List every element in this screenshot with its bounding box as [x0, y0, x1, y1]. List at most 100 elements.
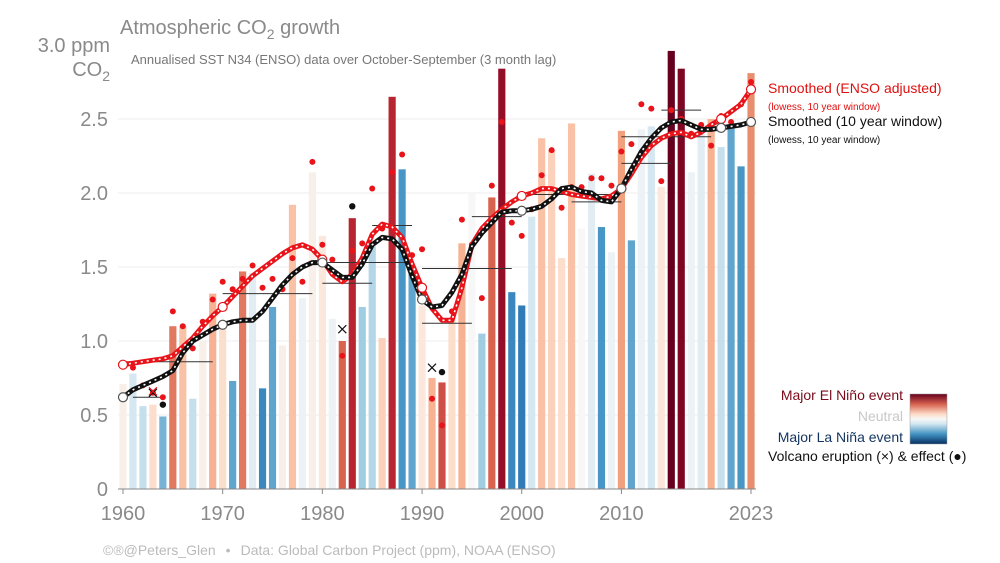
bar — [617, 130, 626, 489]
bar — [209, 293, 217, 489]
enso-adjusted-point — [389, 169, 396, 176]
bar — [408, 272, 416, 489]
bar — [458, 243, 466, 489]
bar — [248, 272, 257, 489]
enso-adjusted-point — [289, 255, 296, 262]
enso-adjusted-point — [488, 182, 495, 189]
legend: Smoothed (ENSO adjusted) (lowess, 10 yea… — [768, 80, 942, 146]
bar — [119, 383, 127, 489]
enso-adjusted-point — [658, 178, 665, 185]
footer-author: ©®@Peters_Glen — [103, 542, 216, 558]
bar — [298, 298, 307, 489]
open-marker-adjusted — [745, 84, 757, 95]
bar — [139, 406, 147, 489]
enso-adjusted-point — [508, 219, 515, 226]
enso-adjusted-point — [349, 247, 356, 254]
enso-adjusted-point — [498, 118, 505, 125]
enso-adjusted-point — [169, 308, 176, 315]
enso-adjusted-point — [748, 79, 755, 85]
bar — [278, 345, 287, 489]
key-neutral-label: Neutral — [858, 408, 903, 424]
smoothed-line — [121, 118, 752, 400]
enso-adjusted-point — [628, 141, 635, 148]
legend-smoothed-note: (lowess, 10 year window) — [768, 135, 880, 146]
enso-adjusted-point — [598, 175, 605, 182]
open-marker-adjusted — [516, 190, 527, 202]
bar-series — [119, 50, 755, 490]
key-elnino-label: Major El Niño event — [781, 387, 903, 403]
x-tick-label: 2000 — [499, 503, 544, 525]
enso-adjusted-point — [259, 284, 266, 291]
bar — [428, 378, 436, 489]
y-tick-label: 0.5 — [80, 405, 108, 427]
enso-adjusted-point — [478, 295, 485, 302]
bar — [468, 193, 476, 489]
enso-adjusted-point — [458, 216, 465, 223]
enso-adjusted-point — [269, 275, 276, 282]
bar — [597, 227, 606, 490]
volcano-eruption-marker — [148, 388, 158, 398]
y-tick-label: 1.0 — [80, 331, 108, 353]
bar — [667, 50, 675, 490]
bar — [199, 341, 207, 489]
bar — [129, 373, 137, 489]
open-marker-smoothed — [416, 294, 428, 305]
bar — [189, 398, 197, 489]
open-marker-smoothed — [616, 183, 627, 194]
volcano-effect-marker — [438, 368, 446, 376]
bar — [268, 306, 277, 489]
bar — [358, 306, 366, 489]
bar — [707, 119, 715, 489]
chart-title: Atmospheric CO2 growth — [120, 17, 340, 42]
y-tick-label: 2.5 — [80, 109, 108, 131]
bar — [747, 73, 755, 490]
volcano-eruption-marker — [427, 363, 437, 373]
bar — [388, 96, 396, 490]
bar — [677, 68, 685, 490]
enso-adjusted-point — [399, 151, 406, 158]
key-volcano-label: Volcano eruption (×) & effect (●) — [768, 448, 966, 464]
bar — [577, 228, 586, 489]
enso-adjusted-point — [189, 345, 196, 352]
enso-adjusted-point — [209, 296, 216, 303]
bar — [558, 258, 566, 489]
x-tick-label: 1990 — [400, 503, 445, 525]
bar — [727, 126, 735, 490]
open-marker-smoothed — [117, 392, 129, 403]
bar — [567, 123, 576, 489]
enso-color-key: Major El Niño event Neutral Major La Niñ… — [768, 387, 966, 464]
x-tick-label: 2023 — [729, 503, 774, 525]
x-tick-label: 1970 — [200, 503, 245, 525]
bar — [149, 404, 157, 489]
x-tick-label: 1960 — [101, 503, 146, 525]
decadal-mean-lines — [122, 109, 712, 398]
bar — [448, 317, 456, 489]
bar — [378, 338, 386, 489]
open-marker-smoothed — [745, 116, 757, 128]
bar — [657, 187, 665, 489]
volcano-effect-marker — [349, 203, 356, 210]
enso-adjusted-point — [648, 105, 655, 112]
bar — [697, 133, 705, 490]
enso-adjusted-point — [558, 204, 565, 211]
open-marker-adjusted — [716, 113, 727, 125]
bar — [169, 326, 177, 489]
legend-smoothed-adjusted-note: (lowess, 10 year window) — [768, 102, 880, 113]
bar — [348, 218, 356, 489]
enso-adjusted-point — [438, 422, 445, 429]
legend-smoothed: Smoothed (10 year window) — [768, 113, 942, 129]
smoothed-enso-adjusted-dots — [122, 88, 752, 366]
legend-smoothed-adjusted: Smoothed (ENSO adjusted) — [768, 80, 942, 96]
footer-separator: • — [226, 542, 231, 558]
enso-adjusted-point — [548, 147, 555, 154]
bar — [647, 126, 655, 490]
bar — [587, 173, 596, 489]
bar — [318, 235, 326, 489]
enso-adjusted-point — [329, 256, 336, 263]
open-marker-adjusted — [416, 282, 428, 293]
enso-adjusted-point — [359, 240, 366, 247]
bar — [159, 416, 167, 489]
enso-adjusted-point — [638, 101, 645, 108]
bar — [627, 240, 635, 489]
